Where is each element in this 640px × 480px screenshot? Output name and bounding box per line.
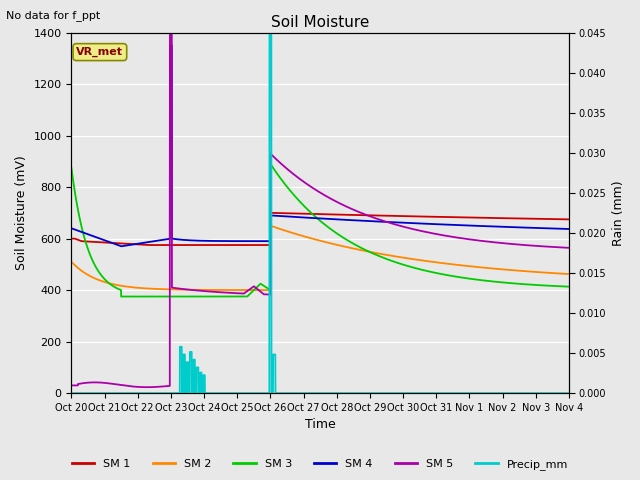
- X-axis label: Time: Time: [305, 419, 335, 432]
- Y-axis label: Rain (mm): Rain (mm): [612, 180, 625, 246]
- Title: Soil Moisture: Soil Moisture: [271, 15, 369, 30]
- Legend: SM 1, SM 2, SM 3, SM 4, SM 5, Precip_mm: SM 1, SM 2, SM 3, SM 4, SM 5, Precip_mm: [68, 455, 572, 474]
- Text: VR_met: VR_met: [76, 47, 124, 57]
- Text: No data for f_ppt: No data for f_ppt: [6, 10, 100, 21]
- Y-axis label: Soil Moisture (mV): Soil Moisture (mV): [15, 156, 28, 270]
